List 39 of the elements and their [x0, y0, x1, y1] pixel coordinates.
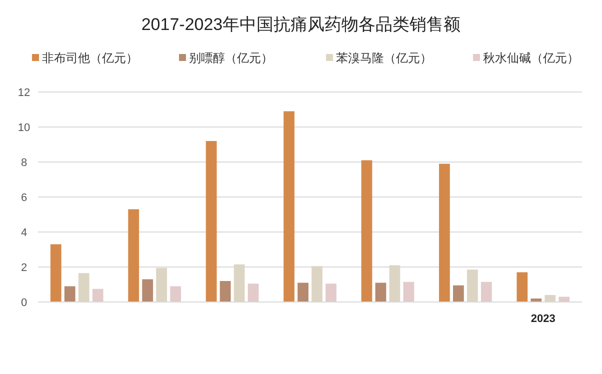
y-tick-label: 6 — [20, 192, 28, 204]
bar — [375, 282, 386, 302]
bar — [142, 279, 154, 302]
bar — [156, 268, 168, 302]
y-tick-label: 2 — [20, 262, 28, 274]
legend-label: 别嘌醇（亿元） — [189, 51, 273, 65]
bar — [439, 164, 450, 302]
x-tick-label: 2023 — [530, 313, 556, 325]
bar — [234, 264, 245, 302]
bar — [128, 209, 140, 302]
legend-label: 非布司他（亿元） — [42, 51, 138, 65]
bar — [92, 288, 104, 302]
bar — [403, 282, 414, 302]
y-tick-label: 0 — [20, 297, 28, 309]
bar — [361, 160, 372, 302]
y-tick-label: 8 — [20, 157, 28, 169]
bar — [50, 244, 62, 302]
bar — [220, 281, 231, 302]
bar — [206, 141, 217, 302]
y-tick-label: 12 — [18, 87, 30, 99]
bar — [64, 286, 76, 302]
bar — [516, 272, 528, 302]
bar — [312, 266, 322, 302]
bar — [78, 273, 90, 302]
bar — [466, 270, 478, 302]
bar — [298, 282, 308, 302]
y-tick-label: 4 — [20, 227, 28, 239]
bar — [326, 284, 336, 302]
chart-title: 2017-2023年中国抗痛风药物各品类销售额 — [141, 15, 461, 34]
bar — [480, 282, 492, 302]
bar — [284, 111, 294, 302]
legend-label: 苯溴马隆（亿元） — [336, 51, 432, 65]
y-tick-label: 10 — [18, 122, 30, 134]
bar — [389, 265, 400, 302]
bar — [544, 295, 556, 302]
bar — [452, 285, 464, 302]
legend-label: 秋水仙碱（亿元） — [483, 51, 579, 65]
bar — [248, 284, 259, 302]
bar — [170, 286, 181, 302]
